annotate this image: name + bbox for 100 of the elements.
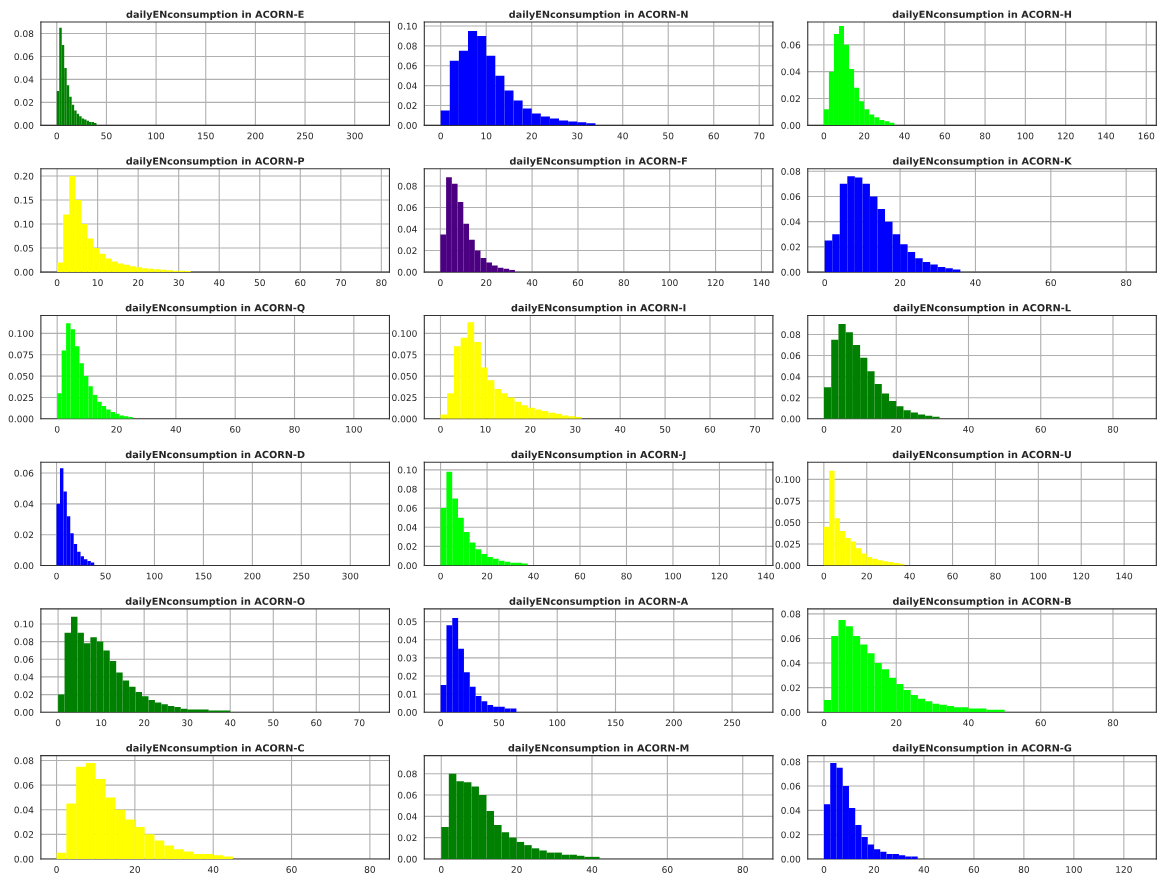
x-tick-label: 140 [1098, 132, 1114, 140]
y-tick-label: 0.02 [14, 531, 34, 539]
x-tick-label: 60 [1035, 425, 1046, 433]
x-tick-label: 60 [662, 866, 673, 873]
y-tick-label: 0.08 [781, 168, 801, 175]
x-tick-label: 40 [963, 719, 974, 727]
x-tick-label: 100 [1017, 132, 1034, 140]
y-tick-label: 0.05 [397, 618, 417, 626]
x-tick-label: 100 [1030, 572, 1047, 580]
y-tick-label: 0.06 [397, 204, 417, 212]
x-tick-label: 0 [438, 132, 443, 140]
y-tick-label: 0.04 [14, 806, 34, 814]
y-tick-label: 0.02 [397, 102, 417, 110]
x-tick-label: 140 [753, 279, 770, 287]
x-tick-label: 100 [1066, 866, 1082, 873]
x-tick-label: 50 [101, 132, 112, 140]
x-tick-label: 20 [861, 572, 872, 580]
chart-title: dailyENconsumption in ACORN-F [509, 157, 687, 167]
x-tick-label: 20 [891, 719, 902, 727]
chart-title: dailyENconsumption in ACORN-U [892, 450, 1071, 461]
y-tick-label: 0.02 [781, 394, 800, 402]
x-tick-label: 20 [481, 279, 492, 287]
y-tick-label: 0.00 [397, 855, 417, 863]
x-tick-label: 50 [663, 132, 674, 140]
y-tick-label: 0.06 [781, 635, 801, 642]
y-tick-label: 0.04 [781, 659, 801, 667]
x-tick-label: 120 [1073, 572, 1090, 580]
y-tick-label: 0.04 [14, 76, 34, 83]
x-tick-label: 0 [821, 132, 827, 140]
x-tick-label: 80 [1018, 866, 1030, 873]
x-tick-label: 120 [711, 572, 728, 580]
y-tick-label: 0.00 [781, 708, 801, 716]
x-tick-label: 40 [899, 132, 910, 140]
chart-title: dailyENconsumption in ACORN-I [511, 303, 686, 314]
x-tick-label: 20 [139, 719, 150, 727]
y-tick-label: 0.06 [14, 469, 34, 477]
x-tick-label: 300 [342, 572, 359, 580]
y-tick-label: 0.02 [781, 831, 800, 839]
x-tick-label: 100 [346, 425, 362, 433]
x-tick-label: 10 [480, 425, 491, 433]
chart-title: dailyENconsumption in ACORN-K [892, 157, 1072, 167]
x-tick-label: 40 [224, 719, 236, 727]
x-tick-label: 40 [528, 572, 539, 580]
y-tick-label: 0.06 [781, 352, 801, 360]
x-tick-label: 150 [198, 132, 214, 140]
x-tick-label: 20 [111, 425, 122, 433]
y-tick-label: 0.00 [397, 122, 417, 129]
y-tick-label: 0.06 [14, 655, 34, 663]
x-tick-label: 70 [335, 279, 346, 287]
x-tick-label: 20 [133, 279, 144, 287]
y-tick-label: 0.06 [397, 62, 417, 70]
x-tick-label: 0 [55, 719, 61, 727]
x-tick-label: 80 [621, 572, 632, 580]
y-tick-label: 0.02 [14, 691, 34, 699]
x-tick-label: 40 [970, 279, 981, 287]
y-tick-label: 0.025 [8, 394, 34, 402]
x-tick-label: 200 [665, 719, 682, 727]
y-tick-label: 0.00 [397, 562, 417, 570]
x-tick-label: 0 [821, 572, 827, 580]
x-tick-label: 40 [207, 866, 219, 873]
x-tick-label: 160 [1138, 132, 1155, 140]
y-tick-label: 0.08 [14, 638, 34, 646]
x-tick-label: 20 [859, 132, 870, 140]
y-tick-label: 0.04 [397, 523, 417, 531]
y-tick-label: 0.02 [397, 672, 417, 680]
x-tick-label: 50 [268, 719, 279, 727]
chart-title: dailyENconsumption in ACORN-A [509, 597, 689, 607]
x-tick-label: 0 [54, 866, 59, 873]
x-tick-label: 40 [918, 866, 930, 873]
x-tick-label: 0 [821, 866, 827, 873]
chart-title: dailyENconsumption in ACORN-E [126, 10, 304, 20]
y-tick-label: 0.10 [14, 220, 34, 228]
x-tick-label: 140 [758, 572, 774, 580]
x-tick-label: 150 [195, 572, 212, 580]
y-tick-label: 0.02 [397, 834, 417, 842]
x-tick-label: 150 [607, 719, 624, 727]
y-tick-label: 0.00 [781, 122, 801, 129]
x-tick-label: 0 [438, 279, 443, 287]
y-tick-label: 0.000 [775, 562, 801, 570]
y-tick-label: 0.025 [775, 540, 801, 548]
y-tick-label: 0.15 [14, 196, 34, 204]
y-tick-label: 0.06 [781, 41, 801, 49]
x-tick-label: 60 [230, 425, 241, 433]
y-tick-label: 0.02 [14, 831, 34, 838]
x-tick-label: 80 [364, 866, 376, 873]
x-tick-label: 20 [526, 132, 537, 140]
x-tick-label: 80 [1107, 425, 1119, 433]
x-tick-label: 60 [1045, 279, 1056, 287]
x-tick-label: 60 [1035, 719, 1046, 727]
y-tick-label: 0.00 [14, 708, 34, 716]
x-tick-label: 70 [749, 425, 761, 433]
y-tick-label: 0.06 [14, 53, 34, 61]
y-tick-label: 0.04 [14, 500, 34, 508]
x-tick-label: 20 [129, 866, 141, 873]
x-tick-label: 100 [665, 572, 681, 580]
y-tick-label: 0.02 [397, 543, 417, 550]
chart-title: dailyENconsumption in ACORN-B [892, 597, 1071, 607]
y-tick-label: 0.02 [781, 95, 800, 103]
x-tick-label: 20 [511, 866, 522, 873]
y-tick-label: 0.000 [392, 415, 417, 423]
